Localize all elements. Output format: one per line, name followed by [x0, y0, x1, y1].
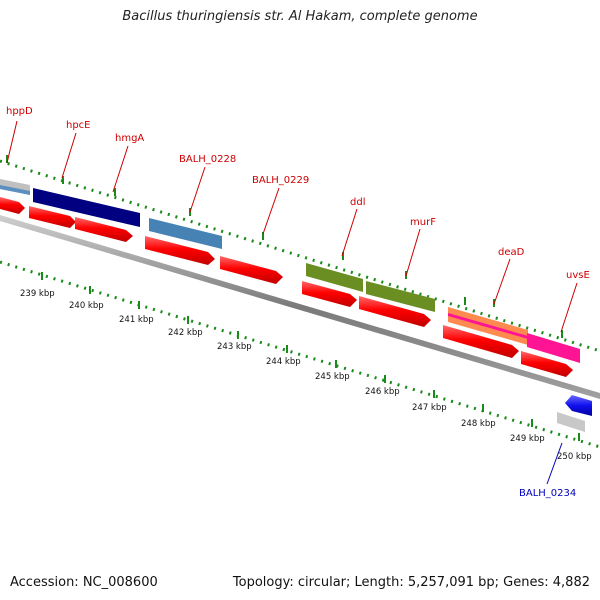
cog-feature-dead-stripe [448, 313, 528, 339]
gene-label: hmgA [115, 133, 144, 144]
kbp-label: 250 kbp [557, 452, 592, 462]
label-leader-line-balh0234 [546, 442, 563, 485]
gene-label: hppD [6, 106, 33, 117]
cds-arrow-dead [443, 325, 519, 358]
label-leader-lines [6, 120, 578, 333]
gene-label: BALH_0229 [252, 175, 309, 186]
gene-label: BALH_0234 [519, 488, 576, 499]
cds-arrows [0, 197, 573, 377]
accession-text: Accession: NC_008600 [10, 575, 158, 590]
gene-label: BALH_0228 [179, 154, 236, 165]
cog-feature-balh0228 [149, 218, 222, 249]
outer-ruler-track [0, 159, 600, 353]
kbp-label: 248 kbp [461, 419, 496, 429]
gene-label: hpcE [66, 120, 91, 131]
kbp-labels: 239 kbp 240 kbp 241 kbp 242 kbp 243 kbp … [20, 289, 592, 462]
inner-major-ticks [41, 272, 580, 441]
inner-ruler-track [0, 260, 600, 449]
gene-label: murF [410, 217, 436, 228]
genome-summary-text: Topology: circular; Length: 5,257,091 bp… [232, 575, 590, 590]
backbone [0, 215, 600, 399]
kbp-label: 241 kbp [119, 315, 154, 325]
map-title: Bacillus thuringiensis str. Al Hakam, co… [122, 9, 478, 24]
kbp-label: 245 kbp [315, 372, 350, 382]
cds-arrow-hpce [29, 206, 76, 228]
cds-arrow-murf [359, 296, 431, 327]
kbp-label: 242 kbp [168, 328, 203, 338]
kbp-label: 239 kbp [20, 289, 55, 299]
cog-feature-balh0234-blue [565, 395, 592, 416]
gene-label: ddl [350, 197, 365, 208]
cog-feature-hpce [33, 188, 140, 227]
gene-label: deaD [498, 247, 525, 258]
cog-feature-uvse [527, 333, 580, 363]
cog-feature-ddl [306, 263, 363, 292]
kbp-label: 249 kbp [510, 434, 545, 444]
cds-arrow-balh0229 [220, 256, 283, 284]
kbp-label: 244 kbp [266, 357, 301, 367]
cds-arrow-hppd [0, 197, 25, 214]
kbp-label: 246 kbp [365, 387, 400, 397]
cds-arrow-hmga [75, 217, 133, 242]
gene-label: uvsE [566, 270, 590, 281]
kbp-label: 243 kbp [217, 342, 252, 352]
kbp-label: 240 kbp [69, 301, 104, 311]
gene-labels: hppD hpcE hmgA BALH_0228 BALH_0229 ddl m… [6, 106, 590, 499]
cds-arrow-ddl [302, 281, 357, 307]
cog-feature-murf [366, 281, 435, 312]
cog-features [0, 179, 592, 432]
cog-feature-hppd-stripe [0, 185, 30, 195]
cog-feature-balh0234-gray [557, 412, 585, 432]
cds-arrow-uvse [521, 351, 573, 377]
cds-arrow-balh0228 [145, 236, 215, 265]
kbp-label: 247 kbp [412, 403, 447, 413]
